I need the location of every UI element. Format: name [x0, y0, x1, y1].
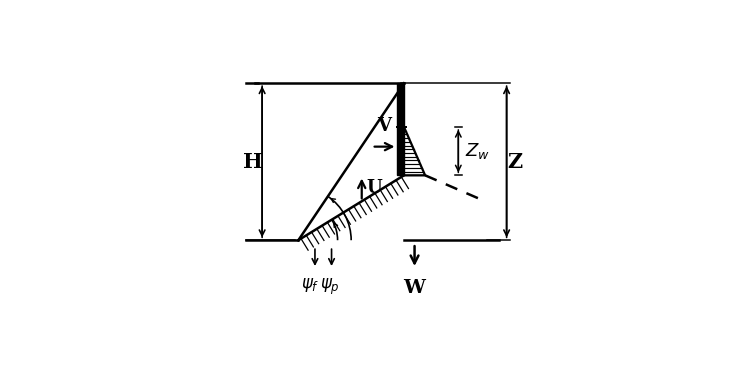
Text: $Z_w$: $Z_w$ — [465, 141, 490, 161]
Text: Z: Z — [508, 152, 523, 172]
Text: $\psi_p$: $\psi_p$ — [320, 276, 340, 297]
Bar — [398, 83, 404, 175]
Text: H: H — [243, 152, 263, 172]
Text: V: V — [376, 117, 391, 135]
Text: $\psi_f$: $\psi_f$ — [302, 276, 320, 294]
Text: W: W — [404, 279, 425, 297]
Text: U: U — [367, 180, 382, 198]
